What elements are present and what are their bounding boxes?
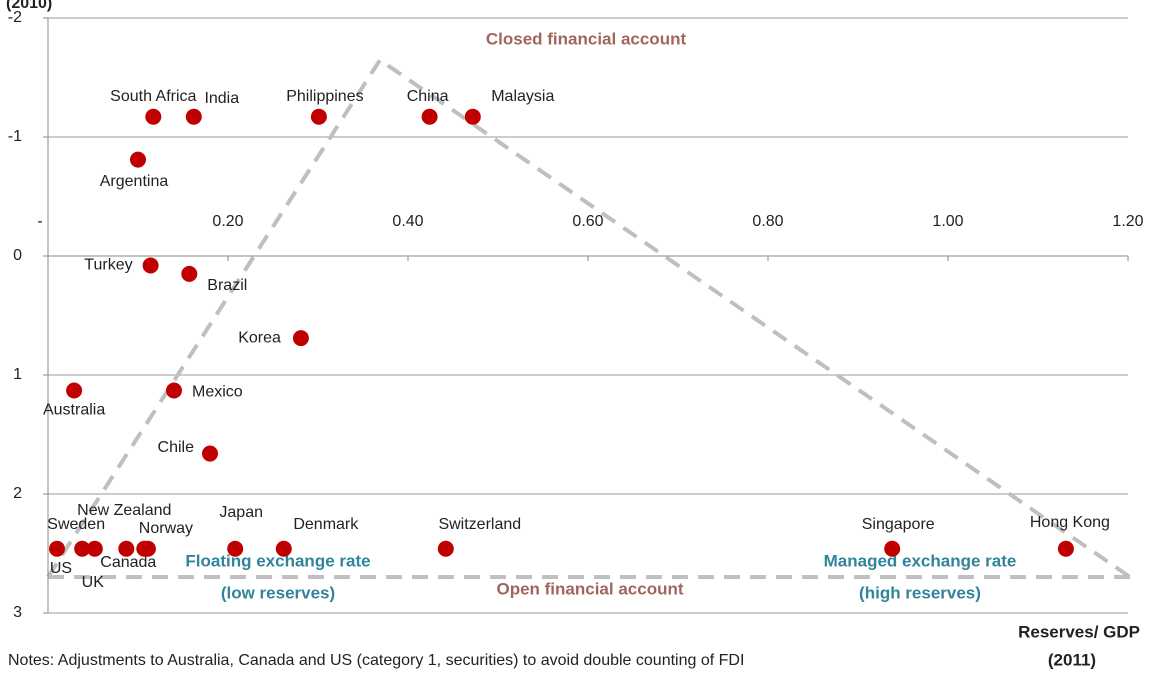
point-label: Philippines bbox=[286, 88, 363, 105]
point-label: Korea bbox=[238, 329, 281, 346]
point-label: Norway bbox=[139, 520, 193, 537]
y-tick-label: 3 bbox=[13, 604, 22, 621]
y-axis-title: (2010) bbox=[6, 0, 52, 12]
point bbox=[464, 108, 481, 125]
note: Notes: Adjustments to Australia, Canada … bbox=[8, 652, 744, 669]
point bbox=[142, 257, 159, 274]
y-tick-label: 1 bbox=[13, 366, 22, 383]
point bbox=[202, 445, 218, 462]
point bbox=[118, 540, 135, 557]
region-outline bbox=[46, 57, 1132, 579]
point-label: Chile bbox=[158, 439, 195, 456]
point bbox=[185, 108, 202, 125]
point bbox=[181, 265, 198, 282]
point-label: Malaysia bbox=[491, 88, 554, 105]
point bbox=[130, 151, 146, 168]
point-label: UK bbox=[82, 574, 105, 591]
x-tick-label: 0.60 bbox=[572, 213, 603, 230]
point-label: Sweden bbox=[47, 516, 105, 533]
point bbox=[884, 540, 901, 557]
annotation: Open financial account bbox=[496, 579, 683, 598]
point-label: Singapore bbox=[862, 516, 935, 533]
point bbox=[292, 330, 309, 347]
point-label: Switzerland bbox=[438, 516, 521, 533]
point bbox=[145, 108, 162, 125]
x-axis-title: Reserves/ GDP bbox=[1018, 622, 1140, 641]
annotation: Closed financial account bbox=[486, 29, 687, 48]
point bbox=[49, 540, 65, 557]
point-label: China bbox=[407, 88, 449, 105]
x-tick-label: 1.00 bbox=[932, 213, 963, 230]
point bbox=[437, 540, 454, 557]
annotation: (high reserves) bbox=[859, 583, 981, 602]
point-label: Turkey bbox=[84, 257, 132, 274]
x-tick-label: 0.40 bbox=[392, 213, 423, 230]
y-tick-label: -1 bbox=[8, 128, 22, 145]
x-tick-label: 1.20 bbox=[1112, 213, 1143, 230]
y-tick-label: 2 bbox=[13, 485, 22, 502]
y-tick-label: 0 bbox=[13, 247, 22, 264]
point-label: Australia bbox=[43, 402, 105, 419]
point bbox=[421, 108, 438, 125]
point-label: Hong Kong bbox=[1030, 514, 1110, 531]
point bbox=[1057, 540, 1074, 557]
point-label: India bbox=[204, 90, 239, 107]
annotation: (low reserves) bbox=[221, 583, 335, 602]
point bbox=[166, 382, 182, 399]
x-tick-label: 0.20 bbox=[212, 213, 243, 230]
x-axis-title: (2011) bbox=[1048, 650, 1096, 669]
point-label: Mexico bbox=[192, 384, 243, 401]
point-label: Argentina bbox=[100, 173, 169, 190]
point bbox=[86, 540, 103, 557]
point-label: New Zealand bbox=[77, 502, 171, 519]
x-tick-label: - bbox=[37, 213, 42, 230]
point bbox=[66, 382, 83, 399]
point-label: US bbox=[50, 560, 72, 577]
point-label: Denmark bbox=[293, 516, 359, 533]
point bbox=[139, 540, 156, 557]
point-label: Japan bbox=[219, 504, 263, 521]
point bbox=[310, 108, 327, 125]
point-label: South Africa bbox=[110, 88, 196, 105]
annotation: Managed exchange rate bbox=[824, 551, 1017, 570]
point bbox=[74, 540, 91, 557]
x-tick-label: 0.80 bbox=[752, 213, 783, 230]
point bbox=[275, 540, 292, 557]
point bbox=[227, 540, 244, 557]
point-label: Canada bbox=[100, 554, 156, 571]
point-label: Brazil bbox=[207, 277, 247, 294]
annotation: Floating exchange rate bbox=[185, 551, 370, 570]
y-tick-label: -2 bbox=[8, 9, 22, 26]
